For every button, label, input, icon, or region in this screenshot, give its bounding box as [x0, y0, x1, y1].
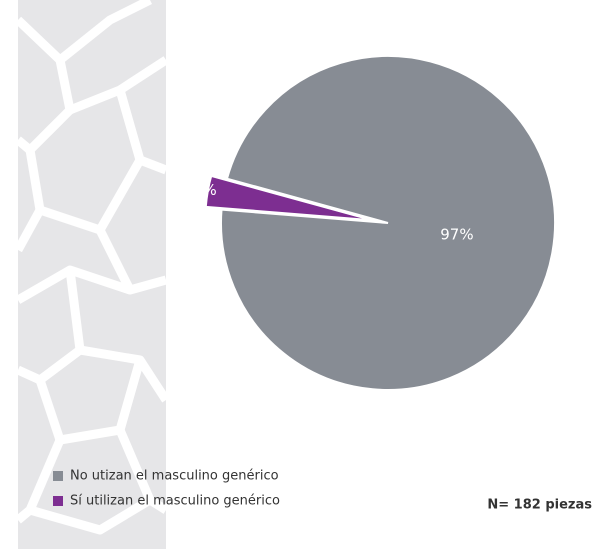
legend-label: No utizan el masculino genérico [70, 469, 279, 484]
background-pattern [18, 0, 166, 549]
annotation: N= 182 piezas [487, 498, 592, 513]
pie-slice [221, 56, 555, 390]
data-label: 3% [193, 181, 217, 199]
chart: 97% 3% No utizan el masculino genérico Sí … [0, 0, 598, 549]
data-label: 97% [440, 226, 473, 244]
legend-swatch [53, 471, 63, 481]
pie: 97% 3% [193, 56, 555, 390]
legend-swatch [53, 496, 63, 506]
legend-label: Sí utilizan el masculino genérico [70, 494, 280, 509]
